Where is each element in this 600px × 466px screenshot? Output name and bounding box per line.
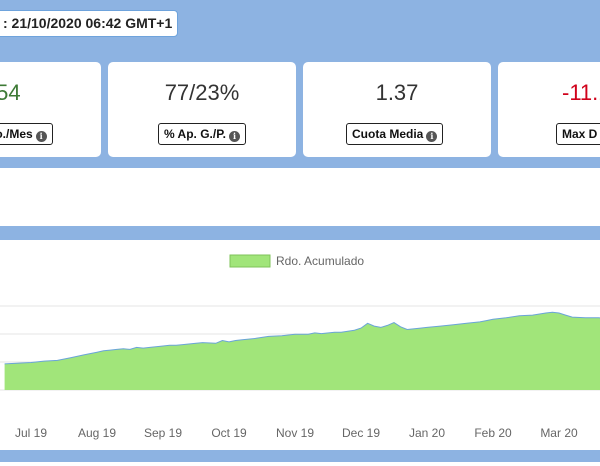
x-tick-label: Mar 20 [540,426,578,440]
series-area-rdo-acumulado [4,312,600,390]
x-tick-label: Nov 19 [276,426,314,440]
info-circle-icon: i [426,131,438,142]
bottom-band [0,462,600,466]
stat-label-text: Cuota Media [352,127,424,141]
stat-label-button[interactable]: Max Di [556,123,600,145]
stat-value: -11.1 [562,80,600,105]
x-tick-label: Dec 19 [342,426,380,440]
x-tick-label: Feb 20 [474,426,512,440]
timestamp-text: : 21/10/2020 06:42 GMT+1 [3,15,173,31]
legend-swatch[interactable] [229,254,271,268]
stat-label-text: Max D [562,127,598,141]
stat-label-text: % Ap. G./P. [164,127,227,141]
x-tick-label: Oct 19 [211,426,247,440]
content-band [0,168,600,226]
stat-card-average-odds: 1.37 Cuota Media i [303,62,491,157]
timestamp-box: : 21/10/2020 06:42 GMT+1 [0,10,178,37]
stat-card-win-loss-ratio: 77/23% % Ap. G./P. i [108,62,296,157]
x-tick-label: Jan 20 [409,426,445,440]
stat-card-max-drawdown: -11.1 Max Di [498,62,600,157]
stat-value: 1.37 [375,80,419,105]
stat-label-button[interactable]: Cuota Media i [346,123,444,145]
info-circle-icon: i [35,131,47,142]
x-tick-label: Sep 19 [144,426,182,440]
x-tick-label: Aug 19 [78,426,116,440]
legend-label[interactable]: Rdo. Acumulado [276,254,364,268]
stat-value: .54 [0,80,21,105]
series-line-rdo-acumulado [4,311,600,365]
x-tick-label: Jul 19 [15,426,47,440]
cumulative-result-chart: Rdo. Acumulado Jul 19 Aug 19 Sep 19 Oct 19 N… [0,254,600,440]
info-circle-icon: i [229,131,241,142]
chart-panel: Rdo. Acumulado Jul 19 Aug 19 Sep 19 Oct 19 N… [0,240,600,450]
stat-label-button[interactable]: % Ap. G./P. i [158,123,247,145]
stat-label-text: do./Mes [0,127,33,141]
stat-value: 77/23% [164,80,240,105]
